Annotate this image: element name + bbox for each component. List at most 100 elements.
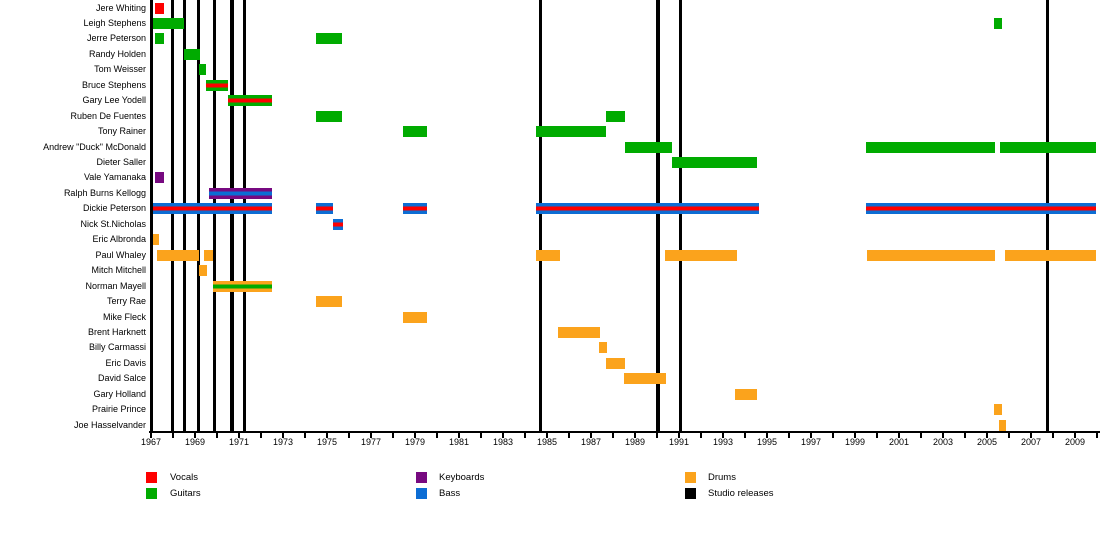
timeline-bar xyxy=(316,296,343,308)
axis-tick xyxy=(788,433,790,438)
axis-tick xyxy=(612,433,614,438)
axis-tick xyxy=(1030,433,1032,438)
axis-tick xyxy=(964,433,966,438)
axis-year-label: 2009 xyxy=(1064,437,1086,447)
axis-tick xyxy=(1052,433,1054,438)
member-label: Billy Carmassi xyxy=(88,342,146,353)
axis-tick xyxy=(920,433,922,438)
axis-tick xyxy=(194,433,196,438)
axis-tick xyxy=(370,433,372,438)
member-label: Terry Rae xyxy=(106,296,146,307)
axis-year-label: 1969 xyxy=(184,437,206,447)
axis-tick xyxy=(436,433,438,438)
timeline-bar xyxy=(866,203,1096,215)
axis-tick xyxy=(876,433,878,438)
member-label: Ralph Burns Kellogg xyxy=(63,187,146,198)
timeline-bar xyxy=(151,234,159,246)
timeline-bar xyxy=(1000,141,1096,153)
axis-tick xyxy=(282,433,284,438)
legend-label-bass: Bass xyxy=(439,487,461,499)
studio-release-line xyxy=(170,0,175,431)
timeline-bar xyxy=(198,64,206,76)
member-label: Mitch Mitchell xyxy=(91,265,146,276)
studio-release-line xyxy=(182,0,187,431)
axis-tick xyxy=(414,433,416,438)
axis-year-label: 2001 xyxy=(888,437,910,447)
timeline-bar xyxy=(664,249,738,261)
axis-tick xyxy=(898,433,900,438)
timeline-bar xyxy=(402,203,428,215)
member-label: Leigh Stephens xyxy=(83,17,146,28)
timeline-bar xyxy=(402,126,428,138)
axis-year-label: 1979 xyxy=(404,437,426,447)
axis-tick xyxy=(832,433,834,438)
studio-release-line xyxy=(1045,0,1050,431)
axis-year-label: 1967 xyxy=(140,437,162,447)
timeline-bar xyxy=(184,48,201,60)
legend-swatch-studio xyxy=(685,487,696,499)
timeline-bar xyxy=(624,373,667,385)
member-label: Tom Weisser xyxy=(94,64,146,75)
legend-swatch-keyboards xyxy=(416,472,427,483)
axis-tick xyxy=(150,433,152,438)
timeline-bar xyxy=(605,357,626,369)
axis-tick xyxy=(458,433,460,438)
axis-tick xyxy=(1008,433,1010,438)
studio-release-line xyxy=(212,0,217,431)
legend-label-guitars: Guitars xyxy=(170,487,201,499)
axis-tick xyxy=(326,433,328,438)
timeline-bar xyxy=(598,342,608,354)
studio-release-line xyxy=(196,0,201,431)
timeline-bar xyxy=(204,249,214,261)
timeline-bar xyxy=(536,126,606,138)
timeline-bar xyxy=(155,33,165,45)
axis-year-label: 1997 xyxy=(800,437,822,447)
member-label: Nick St.Nicholas xyxy=(80,218,146,229)
axis-year-label: 1971 xyxy=(228,437,250,447)
timeline-bar xyxy=(735,388,758,400)
axis-tick xyxy=(744,433,746,438)
timeline-bar xyxy=(866,141,995,153)
axis-tick xyxy=(656,433,658,438)
x-axis-line xyxy=(149,431,1100,434)
axis-tick xyxy=(854,433,856,438)
member-label: Vale Yamanaka xyxy=(83,172,146,183)
axis-tick xyxy=(1074,433,1076,438)
axis-year-label: 1999 xyxy=(844,437,866,447)
timeline-bar xyxy=(155,2,165,14)
timeline-bar xyxy=(994,404,1002,416)
axis-tick xyxy=(700,433,702,438)
timeline-bar xyxy=(209,187,272,199)
timeline-bar xyxy=(536,203,760,215)
studio-release-line xyxy=(242,0,247,431)
member-label: Randy Holden xyxy=(88,48,146,59)
axis-tick xyxy=(392,433,394,438)
timeline-bar xyxy=(206,79,228,91)
y-axis-line xyxy=(150,0,153,431)
timeline-bar xyxy=(227,95,272,107)
member-label: Tony Rainer xyxy=(97,126,146,137)
member-label: Jere Whiting xyxy=(95,2,146,13)
legend-swatch-bass xyxy=(416,487,427,499)
axis-tick xyxy=(348,433,350,438)
axis-tick xyxy=(502,433,504,438)
timeline-bar xyxy=(605,110,626,122)
axis-tick xyxy=(480,433,482,438)
timeline-bar xyxy=(151,17,184,29)
member-label: Prairie Prince xyxy=(91,404,146,415)
axis-year-label: 2005 xyxy=(976,437,998,447)
member-label: David Salce xyxy=(97,373,146,384)
member-label: Eric Davis xyxy=(105,357,146,368)
member-label: Brent Harknett xyxy=(87,326,146,337)
studio-release-line xyxy=(538,0,543,431)
timeline-bar xyxy=(999,419,1006,431)
member-label: Ruben De Fuentes xyxy=(70,110,146,121)
legend-label-drums: Drums xyxy=(708,472,736,483)
axis-tick xyxy=(1096,433,1098,438)
axis-tick xyxy=(634,433,636,438)
axis-tick xyxy=(546,433,548,438)
axis-year-label: 1991 xyxy=(668,437,690,447)
axis-tick xyxy=(722,433,724,438)
axis-tick xyxy=(304,433,306,438)
timeline-bar xyxy=(867,249,995,261)
